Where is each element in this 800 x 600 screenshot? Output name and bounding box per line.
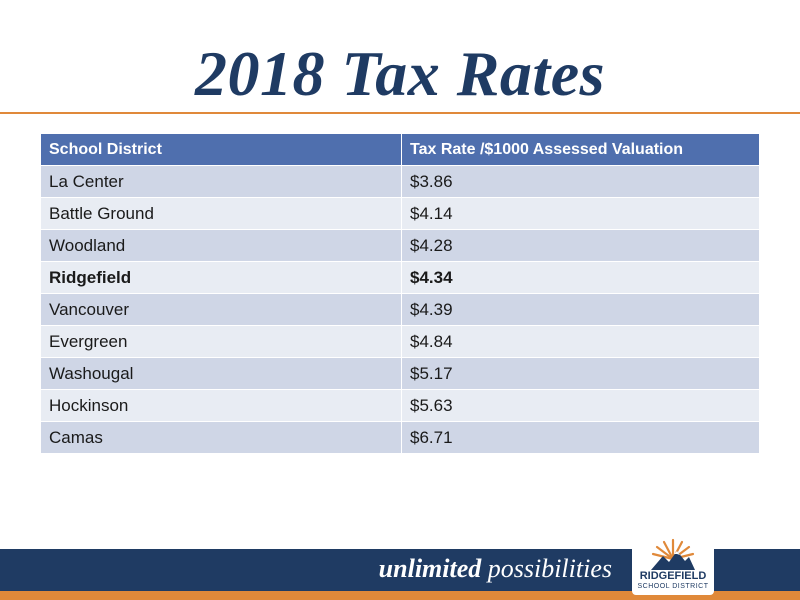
district-cell: Woodland bbox=[40, 229, 402, 262]
tagline-rest: possibilities bbox=[487, 554, 612, 583]
district-cell: La Center bbox=[40, 165, 402, 198]
column-header-district: School District bbox=[40, 133, 402, 166]
footer-accent-strip bbox=[0, 591, 800, 600]
rate-cell: $5.63 bbox=[401, 389, 760, 422]
rate-cell: $4.28 bbox=[401, 229, 760, 262]
column-header-rate: Tax Rate /$1000 Assessed Valuation bbox=[401, 133, 760, 166]
table-row-highlighted: Ridgefield $4.34 bbox=[40, 261, 760, 294]
logo-district-name: RIDGEFIELD bbox=[639, 570, 707, 582]
rate-cell: $3.86 bbox=[401, 165, 760, 198]
table-row: Evergreen $4.84 bbox=[40, 325, 760, 358]
district-logo: RIDGEFIELD SCHOOL DISTRICT bbox=[632, 535, 714, 595]
rate-cell: $6.71 bbox=[401, 421, 760, 454]
table-row: Hockinson $5.63 bbox=[40, 389, 760, 422]
district-cell: Hockinson bbox=[40, 389, 402, 422]
rate-cell: $4.84 bbox=[401, 325, 760, 358]
table-row: Battle Ground $4.14 bbox=[40, 197, 760, 230]
rate-cell: $4.14 bbox=[401, 197, 760, 230]
district-cell: Evergreen bbox=[40, 325, 402, 358]
district-cell: Camas bbox=[40, 421, 402, 454]
ridgefield-logo-icon bbox=[651, 538, 695, 570]
tax-rate-table: School District Tax Rate /$1000 Assessed… bbox=[40, 133, 760, 454]
table-row: Camas $6.71 bbox=[40, 421, 760, 454]
title-divider bbox=[0, 112, 800, 114]
footer-tagline: unlimited possibilities bbox=[379, 553, 612, 585]
district-cell: Vancouver bbox=[40, 293, 402, 326]
tagline-bold: unlimited bbox=[378, 554, 482, 583]
table-row: La Center $3.86 bbox=[40, 165, 760, 198]
logo-district-subtitle: SCHOOL DISTRICT bbox=[637, 583, 709, 590]
district-cell: Washougal bbox=[40, 357, 402, 390]
table-row: Woodland $4.28 bbox=[40, 229, 760, 262]
table-header-row: School District Tax Rate /$1000 Assessed… bbox=[40, 133, 760, 166]
rate-cell: $4.39 bbox=[401, 293, 760, 326]
rate-cell: $4.34 bbox=[401, 261, 760, 294]
page-title: 2018 Tax Rates bbox=[195, 38, 605, 109]
table-row: Vancouver $4.39 bbox=[40, 293, 760, 326]
table-row: Washougal $5.17 bbox=[40, 357, 760, 390]
rate-cell: $5.17 bbox=[401, 357, 760, 390]
district-cell: Ridgefield bbox=[40, 261, 402, 294]
district-cell: Battle Ground bbox=[40, 197, 402, 230]
